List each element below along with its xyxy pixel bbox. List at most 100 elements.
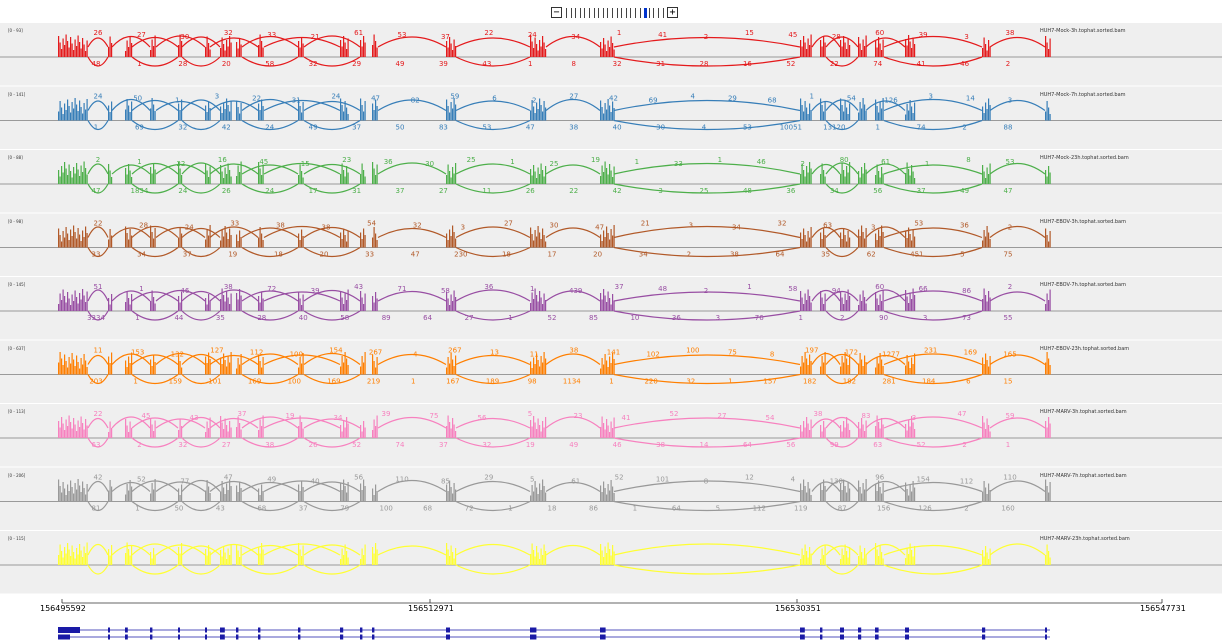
- coverage-bar: [824, 176, 826, 184]
- coverage-bar: [240, 488, 242, 502]
- coverage-bar: [154, 554, 156, 565]
- zoom-tick[interactable]: [635, 8, 636, 18]
- coverage-bar: [262, 491, 264, 502]
- coverage-bar: [1045, 111, 1047, 121]
- junction-count-top: 34: [571, 33, 580, 41]
- zoom-tick[interactable]: [589, 8, 590, 18]
- zoom-tick[interactable]: [579, 8, 581, 18]
- coverage-bar: [205, 164, 207, 184]
- junction-count-top: 75: [728, 349, 737, 357]
- coverage-bar: [455, 489, 457, 502]
- coverage-bar: [840, 98, 842, 121]
- junction-count-top: 16: [218, 156, 227, 164]
- junction-arc-top: [241, 353, 299, 365]
- junction-count-bottom: 27: [465, 314, 474, 322]
- zoom-tick[interactable]: [658, 8, 659, 18]
- coverage-bar: [80, 299, 82, 311]
- coverage-bar: [849, 237, 851, 248]
- coverage-bar: [1046, 486, 1048, 502]
- zoom-tick[interactable]: [584, 8, 586, 18]
- coverage-bar: [908, 361, 910, 375]
- coverage-bar: [240, 103, 242, 121]
- zoom-tick[interactable]: [662, 8, 664, 18]
- zoom-control[interactable]: − +: [0, 6, 1222, 22]
- coverage-bar: [539, 174, 541, 184]
- coverage-bar: [864, 238, 866, 248]
- junction-count-top: 49: [267, 476, 276, 484]
- coverage-bar: [859, 236, 861, 248]
- coverage-bar: [178, 103, 180, 121]
- zoom-tick[interactable]: [616, 8, 618, 18]
- coverage-bar: [109, 229, 111, 248]
- coverage-bar: [612, 545, 614, 565]
- track-range: [0 - 88]: [8, 155, 23, 160]
- coverage-bar: [372, 488, 374, 502]
- junction-count-bottom: 64: [423, 314, 432, 322]
- zoom-tick[interactable]: [639, 8, 641, 18]
- coverage-bar: [376, 298, 378, 311]
- coverage-bar: [531, 368, 533, 375]
- coverage-bar: [64, 296, 66, 311]
- junction-count-bottom: 18: [548, 505, 557, 513]
- zoom-tick[interactable]: [630, 8, 632, 18]
- coverage-bar: [911, 165, 913, 184]
- junction-arc-top: [825, 545, 859, 556]
- coverage-bar: [607, 542, 609, 565]
- zoom-tick[interactable]: [575, 8, 577, 18]
- coverage-bar: [612, 352, 614, 375]
- zoom-tick[interactable]: [653, 8, 655, 18]
- zoom-tick[interactable]: [602, 8, 604, 18]
- coverage-bar: [230, 293, 232, 311]
- junction-count-bottom: 47: [92, 187, 101, 195]
- coverage-bar: [373, 495, 375, 502]
- junction-count-top: 47: [595, 224, 604, 232]
- zoom-tick[interactable]: [621, 8, 623, 18]
- junction-count-top: 1: [137, 158, 141, 166]
- zoom-tick[interactable]: [598, 8, 600, 18]
- coverage-bar: [881, 167, 883, 184]
- coverage-bar: [542, 36, 544, 57]
- coverage-bar: [1045, 36, 1047, 57]
- junction-arc-top: [377, 545, 447, 556]
- coverage-bar: [810, 168, 812, 184]
- junction-count-bottom: 16: [743, 60, 752, 68]
- junction-arc-top: [87, 226, 109, 238]
- coverage-bar: [809, 296, 811, 311]
- zoom-tick[interactable]: [625, 8, 627, 18]
- coverage-bar: [373, 168, 375, 184]
- coverage-bar: [220, 357, 222, 375]
- junction-count-top: 3: [215, 93, 219, 101]
- junction-arc-top: [209, 100, 259, 111]
- track: 2 1 22 16 45 15 23 36 30 25 1 25 19 1 33 1 46 2 80 61 1 8 5347…: [0, 150, 1222, 213]
- coverage-bar: [240, 237, 242, 248]
- gene-model[interactable]: [58, 627, 1050, 640]
- coverage-bar: [601, 165, 603, 184]
- zoom-out-button[interactable]: −: [551, 7, 562, 18]
- coverage-bar: [153, 104, 155, 121]
- coverage-bar: [150, 301, 152, 311]
- coverage-bar: [804, 486, 806, 502]
- coverage-bar: [536, 236, 538, 248]
- track-name: HUH7-Mock-3h.tophat.sorted.bam: [1040, 28, 1126, 34]
- junction-count-bottom: 63: [873, 441, 882, 449]
- coverage-bar: [447, 549, 449, 565]
- zoom-tick[interactable]: [612, 8, 613, 18]
- zoom-tick[interactable]: [607, 8, 609, 18]
- zoom-tick[interactable]: [566, 8, 567, 18]
- coverage-bar: [542, 170, 544, 184]
- junction-arc-bottom: [883, 183, 983, 194]
- junction-count-top: 2: [704, 33, 708, 41]
- junction-count-bottom: 119: [794, 505, 807, 513]
- coverage-bar: [600, 100, 602, 121]
- zoom-tick[interactable]: [570, 8, 572, 18]
- zoom-tick[interactable]: [593, 8, 595, 18]
- junction-arc-bottom: [303, 56, 361, 67]
- junction-arc-top: [613, 36, 801, 48]
- zoom-tick[interactable]: [648, 8, 650, 18]
- zoom-tick[interactable]: [644, 8, 648, 18]
- coverage-bar: [911, 491, 913, 502]
- junction-arc-bottom: [455, 310, 531, 321]
- junction-count-top: 267: [448, 347, 461, 355]
- zoom-in-button[interactable]: +: [667, 7, 678, 18]
- coverage-bar: [131, 294, 133, 311]
